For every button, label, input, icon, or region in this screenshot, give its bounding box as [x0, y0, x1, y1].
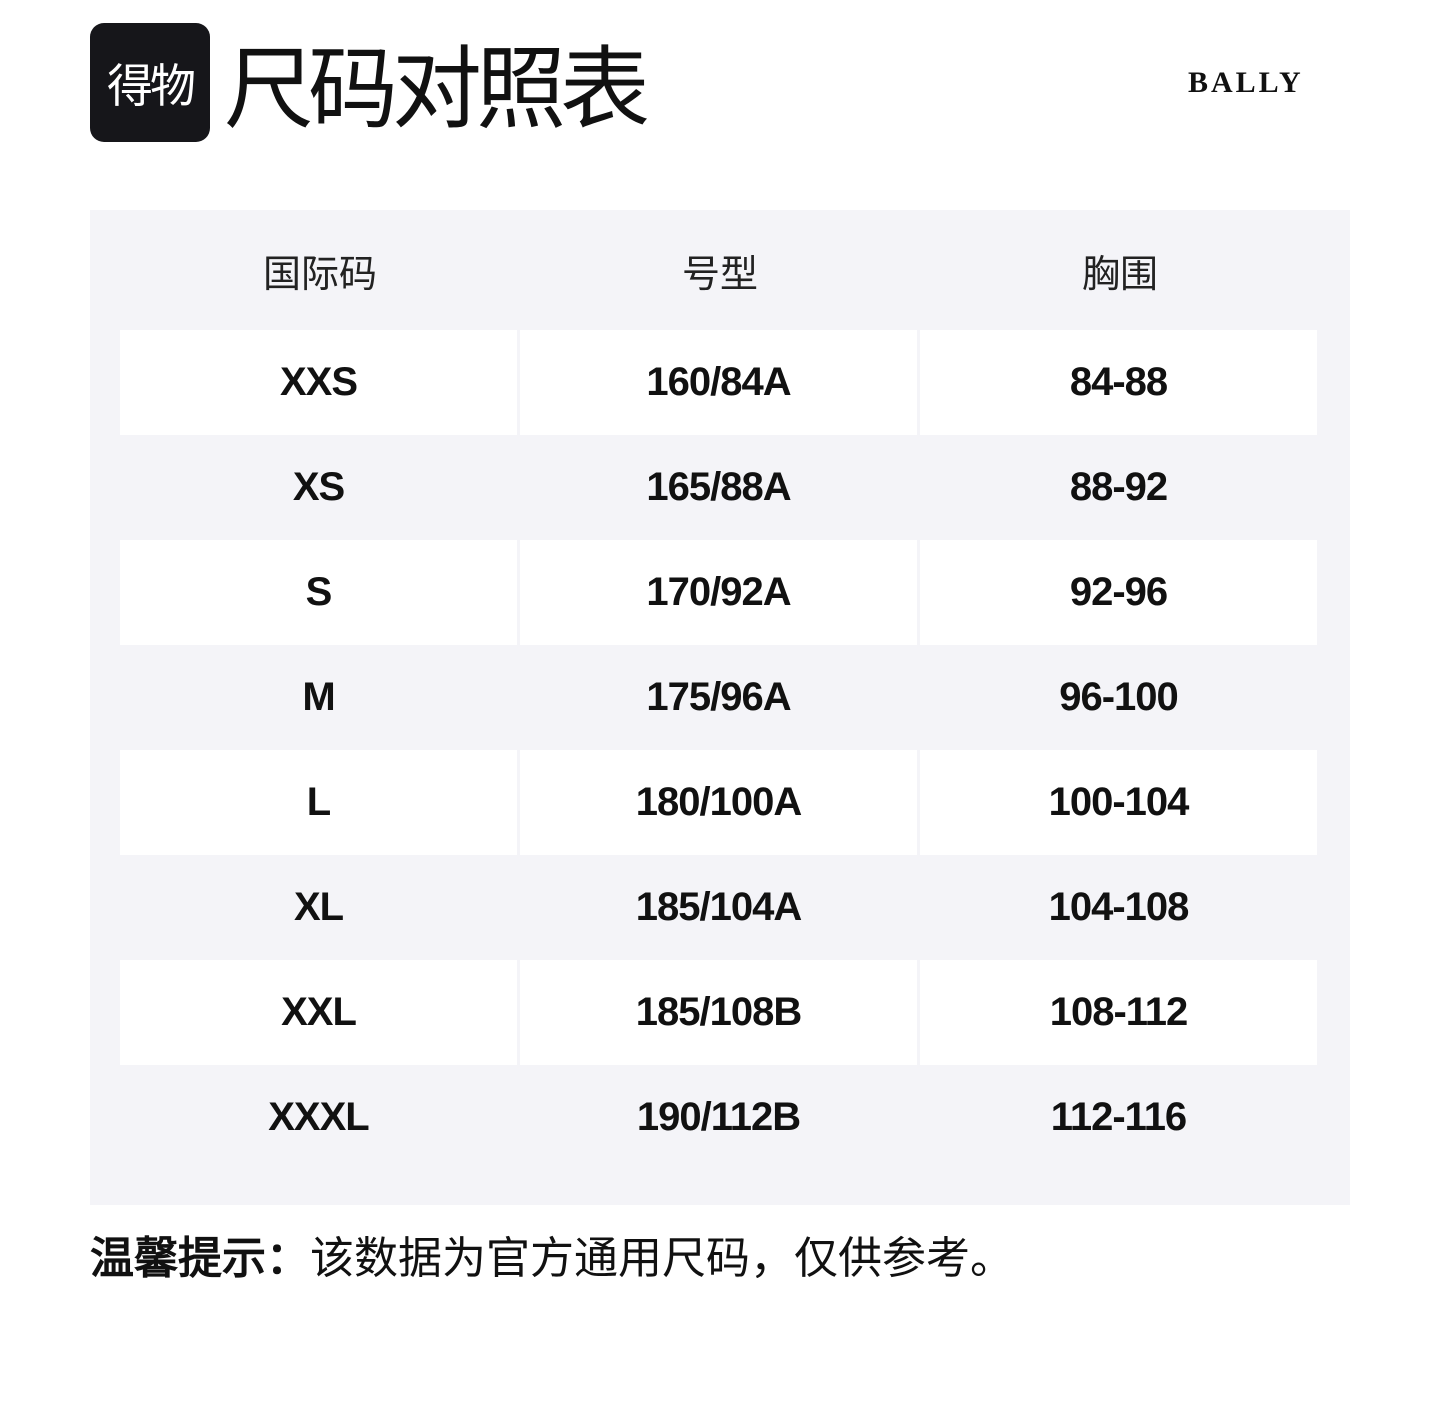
brand-logo: BALLY — [1188, 66, 1304, 99]
table-cell: XL — [293, 885, 344, 929]
table-cell: 185/104A — [635, 885, 802, 929]
dewu-logo: 得物 — [90, 23, 210, 142]
column-header: 国际码 — [262, 251, 377, 296]
page-title: 尺码对照表 — [224, 37, 650, 142]
table-cell: 112-116 — [1050, 1095, 1187, 1139]
table-row: M 175/96A 96-100 — [120, 645, 1317, 750]
table-cell: 100-104 — [920, 750, 1317, 855]
size-table: 国际码 号型 胸围 XXS 160/84A 84-88 XS 165/88A 88-92 S… — [90, 210, 1350, 1205]
note-text: 该数据为官方通用尺码，仅供参考。 — [310, 1233, 1014, 1284]
table-cell: 88-92 — [1069, 465, 1168, 509]
column-header: 胸围 — [1081, 251, 1158, 296]
table-cell: 84-88 — [920, 330, 1317, 435]
table-row: XXXL 190/112B 112-116 — [120, 1065, 1317, 1170]
table-cell: 108-112 — [920, 960, 1317, 1065]
table-cell: 185/108B — [520, 960, 917, 1065]
table-cell: 175/96A — [646, 675, 791, 719]
column-header: 号型 — [681, 251, 758, 296]
table-cell: M — [302, 675, 335, 719]
table-row: XXS 160/84A 84-88 — [120, 330, 1317, 435]
table-cell: 180/100A — [520, 750, 917, 855]
table-cell: 96-100 — [1059, 675, 1179, 719]
table-cell: 170/92A — [520, 540, 917, 645]
table-cell: L — [120, 750, 517, 855]
footer-note: 温馨提示：该数据为官方通用尺码，仅供参考。 — [90, 1222, 1014, 1286]
table-cell: 104-108 — [1048, 885, 1190, 929]
table-cell: 165/88A — [646, 465, 791, 509]
table-cell: 190/112B — [636, 1095, 801, 1139]
table-row: S 170/92A 92-96 — [120, 540, 1317, 645]
logo-text: 得物 — [107, 58, 196, 113]
table-cell: 160/84A — [520, 330, 917, 435]
table-cell: XXS — [120, 330, 517, 435]
table-cell: XXXL — [268, 1095, 369, 1139]
table-cell: S — [120, 540, 517, 645]
table-row: XS 165/88A 88-92 — [120, 435, 1317, 540]
table-cell: XXL — [120, 960, 517, 1065]
note-label: 温馨提示： — [90, 1233, 310, 1284]
table-cell: 92-96 — [920, 540, 1317, 645]
table-row: XL 185/104A 104-108 — [120, 855, 1317, 960]
table-row: L 180/100A 100-104 — [120, 750, 1317, 855]
table-row: XXL 185/108B 108-112 — [120, 960, 1317, 1065]
table-cell: XS — [292, 465, 345, 509]
